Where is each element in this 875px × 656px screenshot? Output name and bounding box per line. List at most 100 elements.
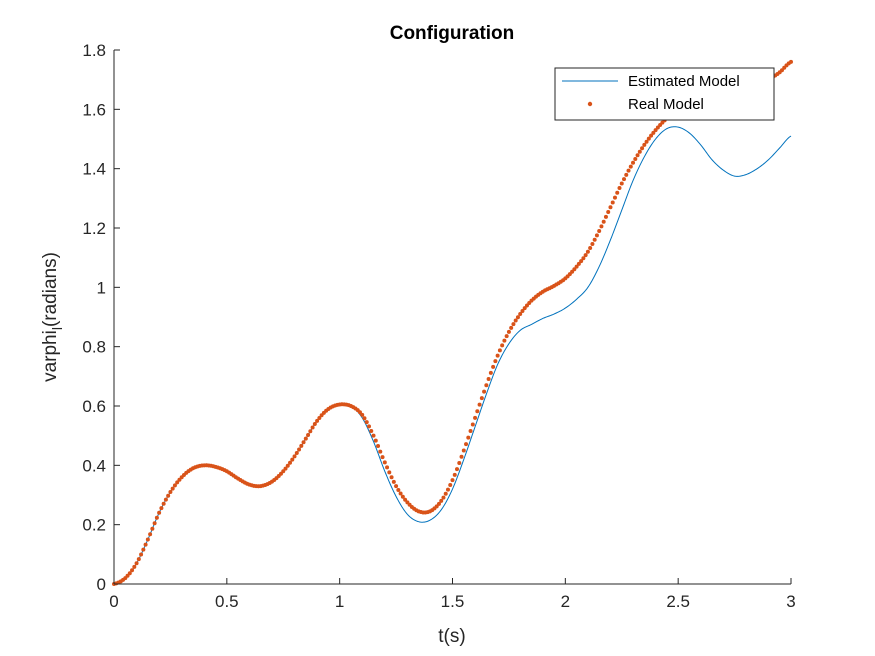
x-tick-label: 0 [109,592,118,611]
legend-label-real: Real Model [628,96,704,113]
y-tick-label: 1.6 [82,100,106,119]
real-model-point [283,466,288,471]
real-model-point [152,521,157,526]
real-model-point [170,486,175,491]
real-model-point [651,130,656,135]
real-model-point [585,249,590,254]
real-model-point [606,210,611,215]
real-model-point [362,416,367,421]
real-model-point [617,186,622,191]
real-model-point [583,253,588,258]
real-model-point [488,370,493,375]
x-axis-ticks: 0 0.5 1 1.5 2 2.5 3 [109,578,796,611]
real-model-point [398,491,403,496]
real-model-point [459,454,464,459]
real-model-point [452,472,457,477]
real-model-point [141,547,146,552]
real-model-point [461,448,466,453]
real-model-point [299,443,304,448]
real-model-point [369,428,374,433]
real-model-point [448,483,453,488]
real-model-point [612,195,617,200]
real-model-point [590,242,595,246]
real-model-point [380,455,385,460]
real-model-point [145,537,150,542]
y-axis-label-suffix: (radians) [40,252,61,327]
real-model-point [159,506,164,511]
real-model-point [473,415,478,420]
real-model-point [646,136,651,141]
real-model-point [572,267,577,272]
real-model-point [148,532,153,537]
real-model-point [364,420,369,425]
legend-dot-swatch [587,101,593,107]
real-model-point [166,493,171,498]
real-model-point [136,557,141,562]
real-model-point [615,190,620,195]
real-model-point [376,444,381,449]
real-model-point [281,469,286,474]
real-model-point [576,261,581,266]
real-model-point [502,338,507,343]
real-model-point [608,205,613,210]
real-model-point [150,526,155,531]
real-model-point [601,219,606,224]
real-model-point [631,160,636,165]
real-model-point [619,181,624,186]
y-tick-label: 0 [97,575,106,594]
real-model-point [292,454,297,459]
x-tick-label: 2 [561,592,570,611]
y-tick-label: 1.8 [82,41,106,60]
real-model-point [400,494,405,499]
real-model-point [789,59,793,64]
legend-label-estimated: Estimated Model [628,73,740,90]
real-model-point [285,463,290,468]
real-model-point [154,515,159,520]
chart-title: Configuration [390,23,515,44]
real-model-point [371,433,376,438]
real-model-point [500,343,505,348]
real-model-point [628,164,633,169]
real-model-point [475,409,480,414]
real-model-point [367,424,371,429]
y-axis-label-main: varphi [40,330,61,382]
y-tick-label: 1.4 [82,160,106,179]
real-model-point [445,487,450,492]
real-model-point [134,561,139,566]
real-model-point [294,451,299,456]
real-model-point [387,470,392,475]
real-model-point [574,264,579,269]
real-model-point [599,224,604,229]
real-model-point [592,237,597,242]
real-model-point [622,177,627,182]
legend-box [554,67,775,121]
real-model-point [127,571,132,576]
real-model-point [649,133,654,138]
real-model-point [436,501,441,506]
real-model-point [477,402,482,407]
real-model-point [518,312,523,317]
real-model-point [389,475,394,480]
real-model-point [493,359,498,364]
real-model-point [466,435,471,440]
y-axis-label: varphil(radians) [40,252,65,382]
real-model-point [610,200,615,205]
real-model-point [597,228,602,233]
real-model-point [403,497,408,502]
real-model-point [125,573,130,578]
real-model-point [168,490,173,495]
real-model-point [357,410,362,415]
real-model-point [479,396,484,401]
real-model-point [308,429,313,434]
real-model-point [504,334,509,339]
real-model-point [301,440,306,445]
real-model-point [495,353,500,358]
real-model-point [310,425,315,430]
real-model-point [373,438,378,443]
real-model-point [464,442,469,447]
real-model-point [640,146,645,151]
y-tick-label: 1 [97,278,106,297]
real-model-point [132,564,137,569]
real-model-point [511,322,516,327]
